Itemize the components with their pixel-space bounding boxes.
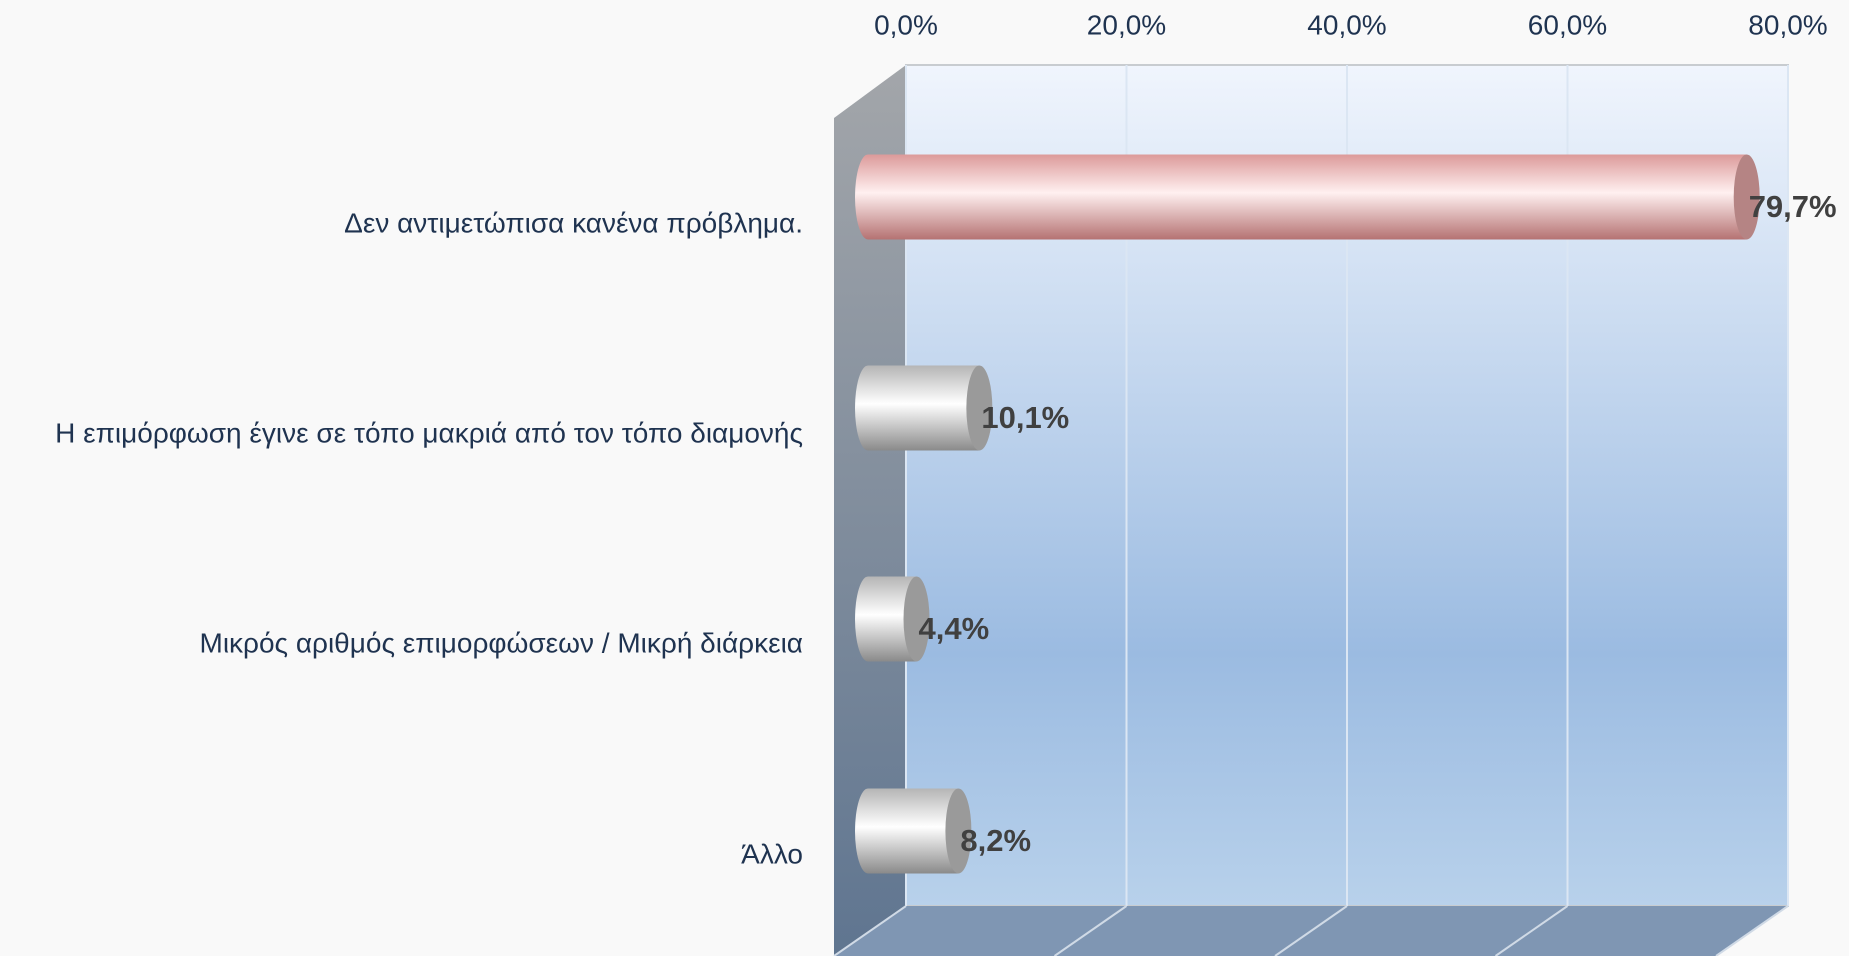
floor-grid-line [1494,905,1569,956]
category-label: Δεν αντιμετώπισα κανένα πρόβλημα. [344,207,803,238]
category-label: Μικρός αριθμός επιμορφώσεων / Μικρή διάρ… [200,627,803,658]
value-label: 79,7% [1749,189,1837,224]
value-label: 4,4% [919,611,990,646]
bar-cap [966,365,993,451]
x-tick-label: 60,0% [1528,9,1607,40]
bar-cap [903,576,930,662]
bar [868,154,1747,240]
x-tick-label: 80,0% [1748,9,1827,40]
floor-grid-line [1274,905,1348,956]
x-tick-label: 20,0% [1087,9,1166,40]
side-wall [834,65,906,956]
category-label: Άλλο [741,838,803,869]
bar-cap [1733,154,1760,240]
category-label: Η επιμόρφωση έγινε σε τόπο μακριά από το… [55,417,803,448]
x-tick-label: 40,0% [1307,9,1386,40]
x-tick-label: 0,0% [874,9,938,40]
bar [868,365,980,451]
floor-grid-line [1715,905,1789,956]
value-label: 8,2% [960,823,1031,858]
bar [868,788,959,874]
value-label: 10,1% [981,400,1069,435]
floor-grid-line [833,905,907,956]
floor-grid-line [1053,905,1128,956]
bar-cap [945,788,972,874]
